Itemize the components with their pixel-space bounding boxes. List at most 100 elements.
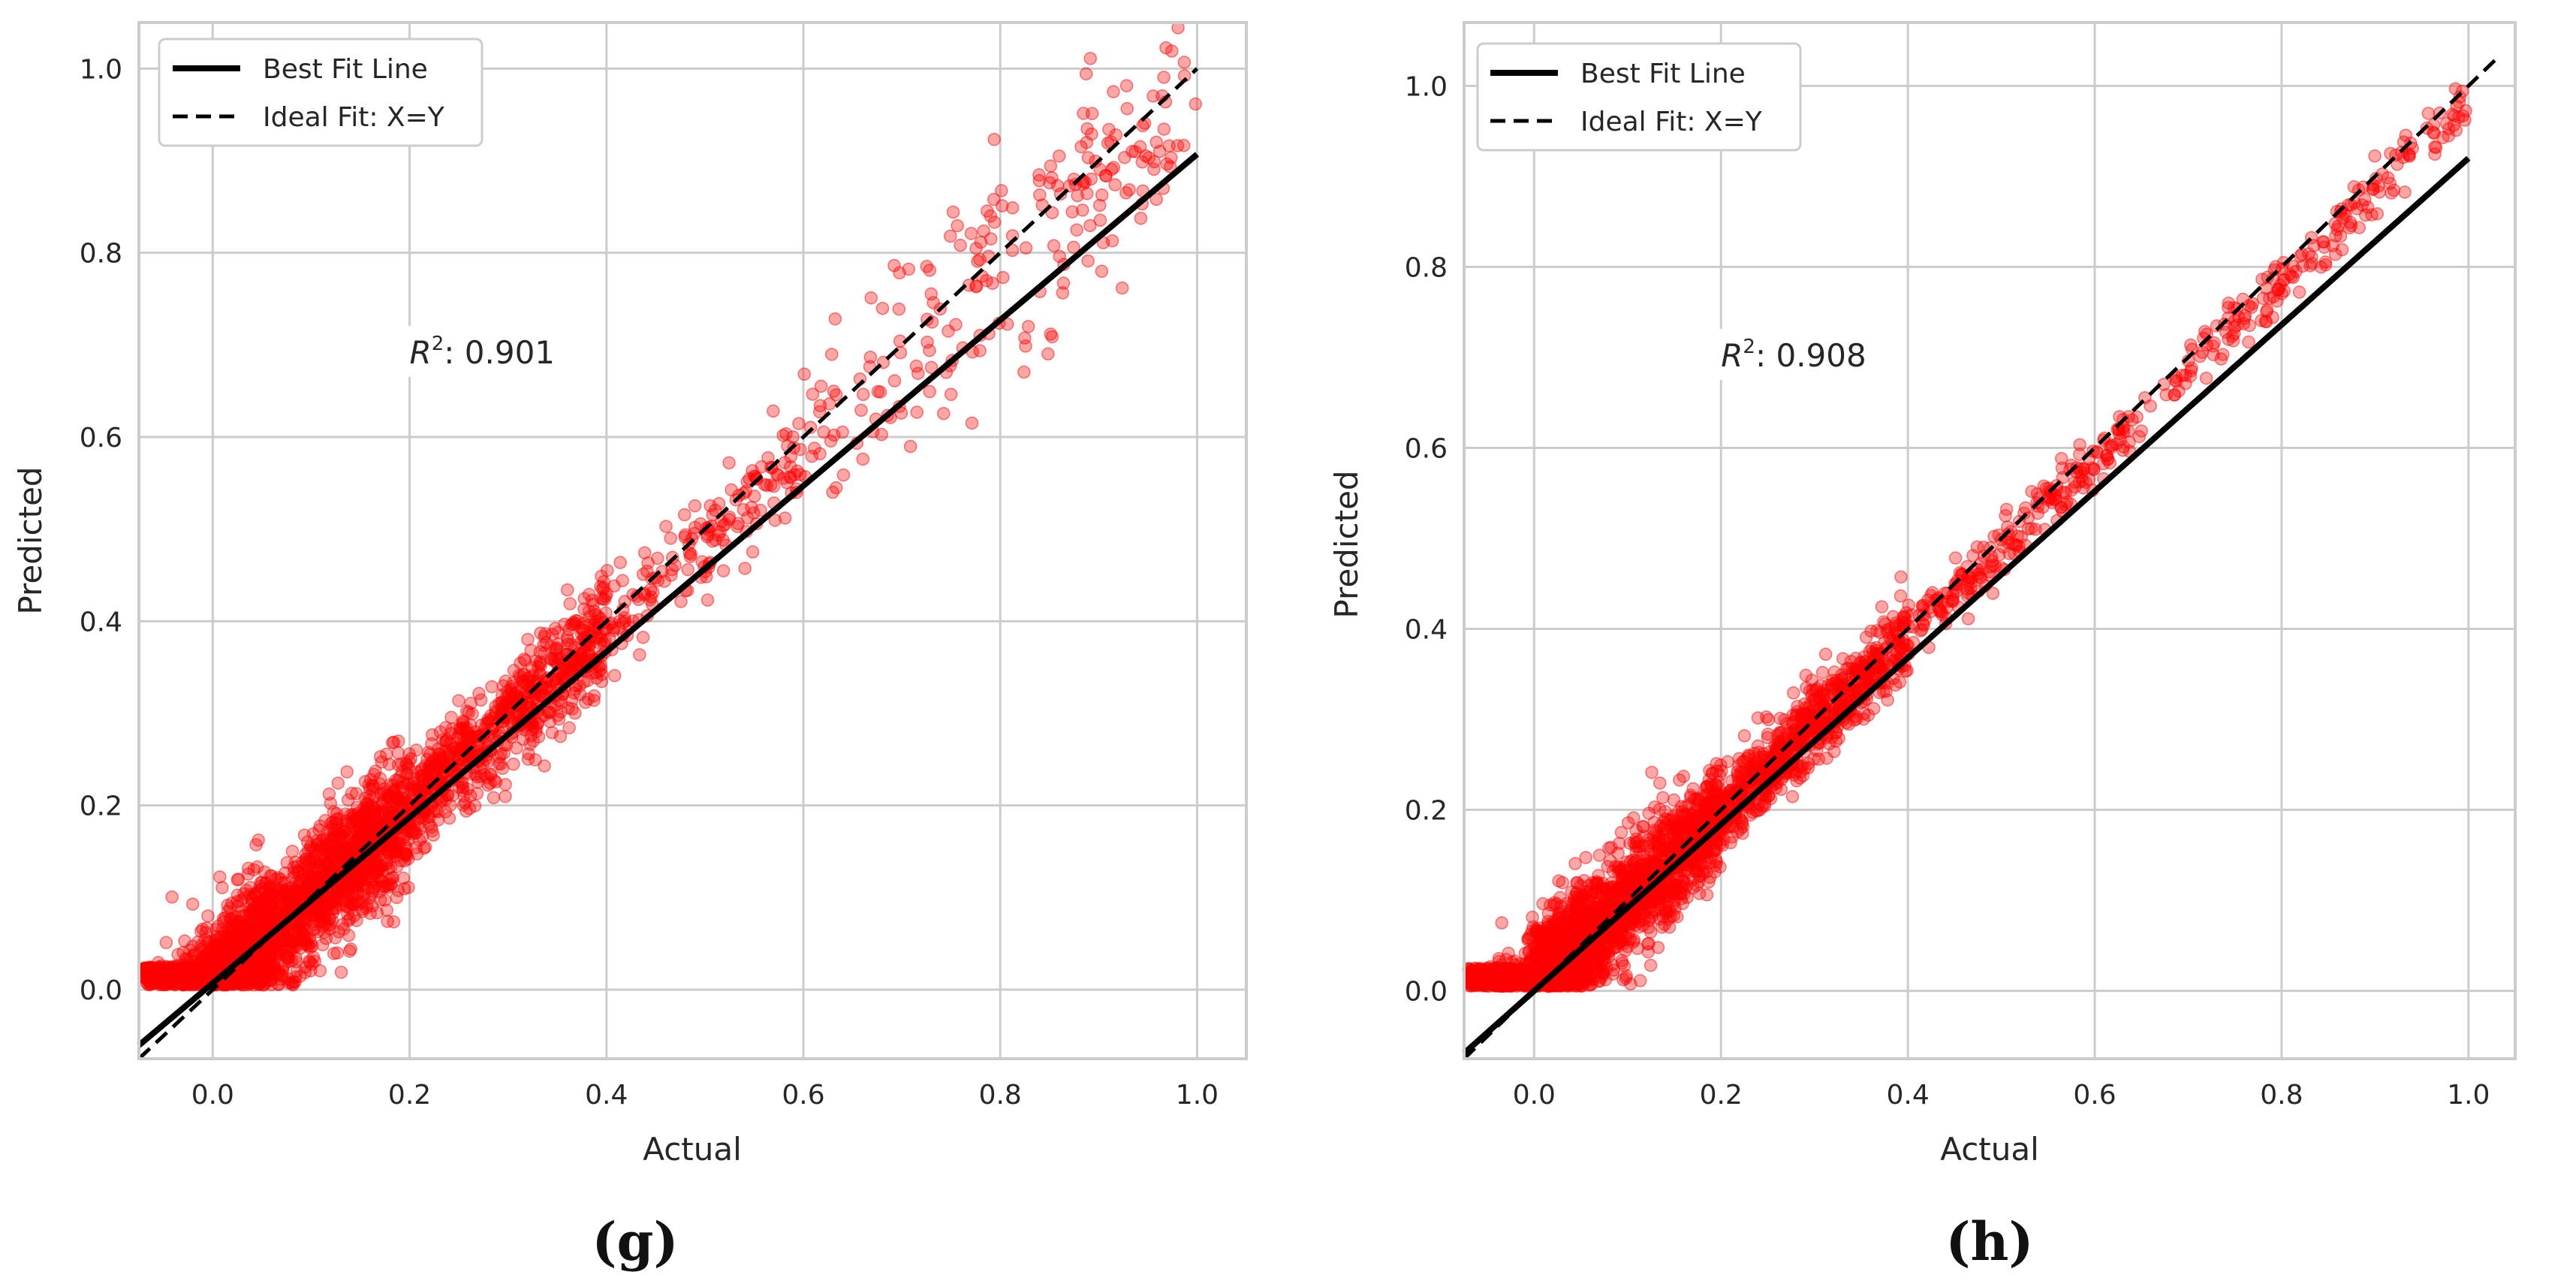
- data-point: [538, 627, 553, 640]
- y-tick-label: 0.2: [80, 791, 122, 822]
- data-point: [824, 434, 838, 448]
- data-point: [944, 387, 958, 401]
- data-point: [285, 844, 300, 858]
- data-point: [613, 556, 627, 569]
- data-point: [345, 786, 359, 800]
- data-point: [487, 791, 501, 805]
- data-point: [1081, 254, 1095, 268]
- data-point: [1120, 101, 1134, 116]
- data-point: [563, 597, 577, 610]
- x-tick-label: 0.0: [191, 1080, 234, 1111]
- data-point: [1099, 169, 1113, 183]
- data-point: [303, 954, 316, 968]
- data-point: [1472, 966, 1487, 980]
- data-point: [1044, 159, 1058, 173]
- data-point: [165, 890, 179, 904]
- legend-ideal-fit-label: Ideal Fit: X=Y: [263, 102, 445, 133]
- y-tick-labels: 0.00.20.40.60.81.0: [80, 54, 122, 1006]
- x-tick-label: 1.0: [1176, 1080, 1219, 1111]
- data-point: [1095, 264, 1109, 279]
- data-point: [237, 891, 251, 905]
- data-point: [658, 574, 671, 588]
- data-point: [805, 449, 819, 463]
- data-point: [280, 883, 294, 897]
- data-point: [1108, 178, 1122, 191]
- data-point: [792, 417, 806, 430]
- data-point: [522, 747, 535, 761]
- data-point: [1056, 286, 1070, 300]
- data-point: [526, 734, 541, 748]
- data-point: [378, 880, 392, 894]
- data-point: [1047, 239, 1061, 253]
- data-point: [368, 806, 382, 820]
- data-point: [468, 799, 482, 812]
- annotation-r2: R2: 0.901: [403, 325, 577, 377]
- data-point: [712, 497, 726, 511]
- data-point: [236, 966, 249, 981]
- data-point: [892, 302, 906, 316]
- data-point: [1526, 910, 1539, 924]
- data-point: [1107, 85, 1120, 98]
- data-point: [857, 387, 870, 402]
- data-point: [1147, 162, 1161, 176]
- data-point: [873, 385, 887, 399]
- y-tick-label: 0.4: [80, 607, 122, 637]
- data-point: [219, 930, 233, 944]
- data-point: [471, 770, 484, 784]
- chart-panel-h: 0.0 0.2 0.4 0.6 0.8 1.0 0.00.20.40.60.81.0 R2…: [1328, 21, 2517, 1273]
- data-point: [581, 692, 595, 706]
- x-tick-label: 0.6: [782, 1080, 824, 1111]
- data-point: [969, 280, 983, 294]
- data-point: [829, 481, 843, 495]
- data-point: [1464, 979, 1478, 993]
- data-point: [1083, 52, 1098, 65]
- data-point: [201, 909, 215, 923]
- data-point: [875, 301, 890, 315]
- data-point: [409, 841, 423, 854]
- y-axis-label: Predicted: [12, 466, 49, 614]
- data-point: [786, 430, 800, 444]
- data-point: [387, 915, 401, 929]
- data-point: [828, 312, 842, 326]
- data-point: [1019, 339, 1032, 353]
- data-point: [290, 933, 303, 948]
- data-point: [533, 655, 547, 669]
- data-point: [370, 906, 384, 920]
- data-point: [738, 562, 752, 575]
- data-point: [923, 264, 937, 277]
- data-point: [489, 700, 502, 713]
- data-point: [684, 547, 698, 561]
- data-point: [492, 750, 506, 764]
- x-tick-label: 0.4: [585, 1080, 628, 1111]
- r2-value: : 0.901: [444, 334, 555, 371]
- y-tick-label: 0.8: [80, 239, 122, 270]
- data-point: [836, 468, 851, 482]
- data-point: [1510, 968, 1524, 982]
- y-tick-label: 0.6: [80, 423, 122, 454]
- data-point: [487, 773, 501, 787]
- data-point: [330, 946, 344, 960]
- data-point: [456, 784, 470, 797]
- data-point: [969, 242, 983, 255]
- data-point: [981, 204, 994, 218]
- data-point: [485, 680, 499, 694]
- data-point: [350, 813, 364, 827]
- data-point: [951, 219, 964, 233]
- data-point: [1083, 219, 1097, 233]
- data-point: [363, 827, 376, 841]
- data-point: [910, 405, 924, 419]
- data-point: [973, 252, 987, 267]
- data-point: [924, 287, 938, 301]
- x-tick-label: 0.2: [388, 1080, 431, 1111]
- data-point: [1579, 851, 1592, 864]
- data-point: [1080, 187, 1094, 200]
- data-point: [560, 583, 574, 597]
- data-point: [643, 583, 658, 597]
- data-point: [1079, 67, 1093, 81]
- data-point: [212, 870, 227, 884]
- data-point: [425, 824, 439, 838]
- data-point: [337, 922, 351, 936]
- data-point: [954, 238, 967, 252]
- data-point: [636, 568, 650, 581]
- data-point: [977, 224, 990, 238]
